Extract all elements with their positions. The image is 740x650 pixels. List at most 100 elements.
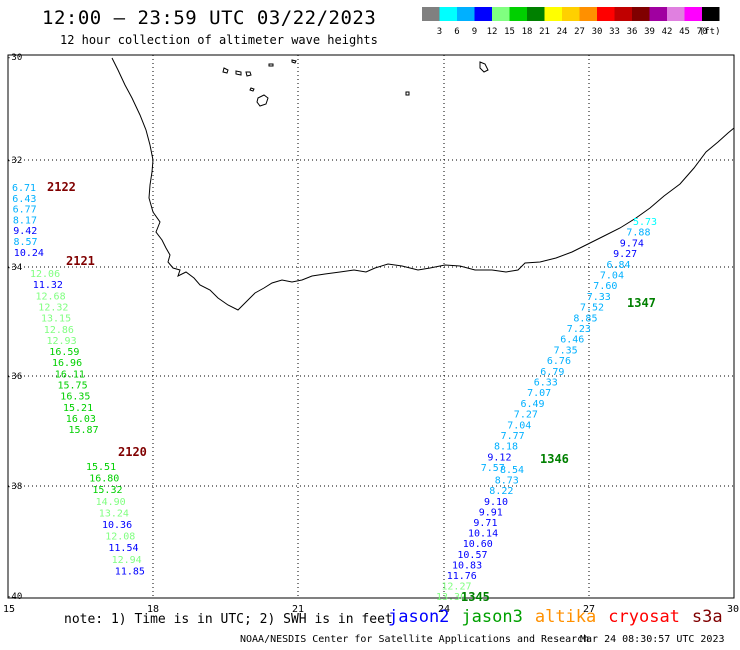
swh-value: 11.32 (33, 280, 63, 291)
color-scale-legend: 3 6 9 12 15 18 21 24 27 30 33 36 39 42 45 70(ft) (422, 7, 721, 37)
pass-time-label: 1346 (540, 452, 569, 466)
swh-value: 9.91 (479, 507, 503, 518)
scale-swatch (439, 7, 457, 21)
swh-value: 16.35 (60, 392, 90, 403)
swh-value: 7.57 (481, 463, 505, 474)
swh-value: 15.75 (58, 381, 88, 392)
swh-value: 10.83 (452, 560, 482, 571)
swh-value: 15.87 (69, 425, 99, 436)
scale-swatch (527, 7, 545, 21)
graticule (8, 55, 734, 598)
swh-value: 9.12 (487, 452, 511, 463)
swh-value: 13.15 (41, 314, 71, 325)
swh-value: 8.17 (13, 215, 37, 226)
map-subtitle: 12 hour collection of altimeter wave hei… (60, 33, 378, 47)
scale-swatch (474, 7, 492, 21)
swh-value: 16.80 (89, 474, 119, 485)
scale-swatch (597, 7, 615, 21)
swh-value: 8.22 (489, 486, 513, 497)
swh-value: 12.08 (105, 532, 135, 543)
scale-label: 39 (644, 27, 655, 37)
lon-label: 27 (583, 604, 595, 615)
swh-value: 15.32 (92, 485, 122, 496)
swh-value: 6.49 (521, 399, 545, 410)
swh-value: 8.18 (494, 442, 518, 453)
swh-value: 10.60 (463, 539, 493, 550)
swh-value: 13.24 (99, 508, 129, 519)
swh-value: 7.04 (600, 271, 624, 282)
scale-label: 24 (557, 27, 568, 37)
swh-value: 9.27 (613, 249, 637, 260)
swh-value: 8.57 (14, 237, 38, 248)
swh-value: 6.84 (607, 260, 631, 271)
swh-value: 8.54 (500, 465, 524, 476)
swh-value: 8.73 (495, 476, 519, 487)
swh-value: 7.88 (626, 228, 650, 239)
swh-value: 11.85 (115, 566, 145, 577)
lat-label: -30 (6, 53, 22, 63)
swh-value: 9.10 (484, 497, 508, 508)
footnote: note: 1) Time is in UTC; 2) SWH is in fe… (64, 612, 393, 627)
swh-value: 11.54 (108, 543, 138, 554)
map-title: 12:00 – 23:59 UTC 03/22/2023 (42, 7, 377, 29)
altimeter-tracks: 6.716.436.778.179.428.5710.24212212.0611… (12, 180, 657, 604)
coastline (111, 57, 735, 311)
swh-value: 6.77 (13, 205, 37, 216)
lon-label: 21 (292, 604, 304, 615)
scale-swatch (684, 7, 702, 21)
swh-value: 7.77 (501, 431, 525, 442)
swh-value: 9.71 (473, 518, 497, 529)
satellite-name: altika (534, 607, 597, 627)
pass-time-label: 2121 (66, 254, 95, 268)
satellite-name: jason2 (388, 607, 450, 627)
swh-value: 12.27 (441, 582, 471, 593)
swh-value: 6.79 (540, 367, 564, 378)
pass-time-label: 1345 (461, 590, 490, 604)
swh-value: 12.68 (36, 291, 66, 302)
credit-line: NOAA/NESDIS Center for Satellite Applica… (240, 634, 590, 645)
swh-value: 7.23 (567, 324, 591, 335)
scale-swatch (509, 7, 527, 21)
lat-label: -32 (6, 156, 22, 166)
swh-value: 10.36 (102, 520, 132, 531)
lat-label: -38 (6, 482, 22, 492)
swh-value: 7.27 (514, 410, 538, 421)
generated-timestamp: Mar 24 08:30:57 UTC 2023 (580, 634, 725, 645)
scale-swatch (544, 7, 562, 21)
pass-time-label: 2122 (47, 180, 76, 194)
swh-value: 13.30 (436, 592, 466, 603)
lat-tick-labels: -30 -32 -34 -36 -38 -40 (6, 53, 22, 602)
pass-time-label: 2120 (118, 445, 147, 459)
scale-swatch (457, 7, 475, 21)
scale-label: 6 (454, 27, 459, 37)
lon-label: 24 (438, 604, 450, 615)
scale-label: 33 (609, 27, 620, 37)
scale-label: 36 (627, 27, 638, 37)
swh-value: 6.76 (547, 356, 571, 367)
satellite-legend: jason2 jason3 altika cryosat s3a (388, 607, 735, 627)
swh-value: 10.24 (14, 248, 44, 259)
lon-label: 18 (147, 604, 159, 615)
scale-label: 27 (574, 27, 585, 37)
swh-value: 7.04 (507, 420, 531, 431)
scale-swatch (422, 7, 440, 21)
swh-value: 14.90 (96, 497, 126, 508)
swh-value: 10.14 (468, 529, 498, 540)
scale-label: 42 (662, 27, 673, 37)
swh-value: 12.93 (47, 336, 77, 347)
swh-value: 12.86 (44, 325, 74, 336)
swh-value: 6.46 (560, 335, 584, 346)
scale-label: 15 (504, 27, 515, 37)
scale-swatch (649, 7, 667, 21)
scale-label: 21 (539, 27, 550, 37)
pass-time-label: 1347 (627, 296, 656, 310)
satellite-name: cryosat (608, 607, 680, 627)
scale-swatch (562, 7, 580, 21)
swh-value: 16.11 (55, 369, 85, 380)
swh-value: 10.57 (457, 550, 487, 561)
scale-label: 30 (592, 27, 603, 37)
lat-label: -36 (6, 372, 22, 382)
scale-swatch (614, 7, 632, 21)
swh-value: 6.43 (12, 194, 36, 205)
